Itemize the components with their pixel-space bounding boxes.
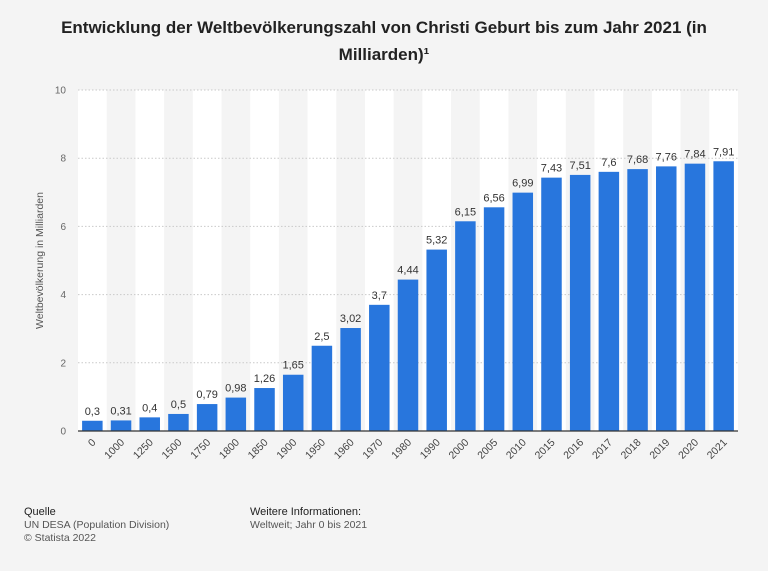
bar [569,174,591,431]
x-tick-label: 2016 [561,437,586,462]
x-tick-label: 1850 [246,437,271,462]
data-label: 7,68 [627,154,648,166]
info-heading: Weitere Informationen: [250,506,362,518]
bar [541,177,562,431]
chart-title: Entwicklung der Weltbevölkerungszahl von… [61,18,707,64]
data-label: 0,5 [171,399,186,411]
bar [713,161,734,432]
bar [598,171,620,431]
data-label: 0,98 [225,383,246,395]
data-label: 0,3 [85,406,100,418]
source-heading: Quelle [24,506,56,518]
bar [225,397,247,431]
x-tick-label: 1900 [274,437,299,462]
copyright: © Statista 2022 [24,532,96,544]
column-band [135,90,165,431]
data-label: 7,51 [569,160,590,172]
bar [455,221,476,431]
bar [340,328,361,431]
data-label: 7,84 [684,149,705,161]
x-tick-label: 1250 [131,437,156,462]
x-tick-label: 1500 [160,437,185,462]
y-tick-label: 2 [60,358,66,369]
data-label: 6,99 [512,178,533,190]
data-label: 0,79 [196,389,217,401]
data-label: 1,26 [254,373,275,385]
x-tick-label: 1980 [389,437,414,462]
data-label: 7,76 [656,151,677,163]
bar [139,417,160,431]
data-label: 6,56 [483,192,504,204]
info-block: Weitere Informationen: Weltweit; Jahr 0 … [250,506,367,532]
y-axis-title: Weltbevölkerung in Milliarden [34,192,46,329]
column-band [250,90,279,431]
y-tick-label: 8 [60,154,66,165]
bar [82,420,103,431]
x-tick-label: 0 [86,437,99,450]
data-label: 6,15 [455,206,476,218]
bar [369,304,390,431]
x-tick-label: 1990 [418,437,443,462]
bar [168,413,189,431]
x-tick-label: 1960 [332,437,357,462]
column-band [192,90,222,431]
source-block: Quelle UN DESA (Population Division) © S… [24,506,169,545]
bar [110,420,132,431]
x-tick-label: 2005 [475,437,500,462]
x-tick-label: 1970 [360,437,385,462]
data-label: 7,6 [601,157,616,169]
column-band [78,90,107,431]
x-tick-label: 2021 [705,437,730,462]
x-tick-label: 2010 [504,437,529,462]
y-tick-label: 0 [60,427,66,438]
x-tick-label: 2019 [647,437,672,462]
x-tick-label: 1950 [303,437,328,462]
bar [311,345,333,431]
x-tick-label: 1750 [188,437,213,462]
data-label: 3,02 [340,313,361,325]
x-tick-label: 1000 [102,437,127,462]
data-label: 7,43 [541,163,562,175]
bar [397,279,419,431]
data-label: 4,44 [397,265,418,277]
source-name: UN DESA (Population Division) [24,519,170,531]
data-label: 2,5 [314,331,329,343]
y-tick-label: 10 [55,86,67,97]
bar [254,388,275,431]
x-tick-label: 1800 [217,437,242,462]
bar [196,404,218,431]
bar [483,207,505,431]
data-label: 3,7 [372,290,387,302]
x-tick-label: 2015 [533,437,558,462]
y-tick-label: 4 [60,290,66,301]
data-label: 1,65 [283,360,304,372]
x-tick-label: 2020 [676,437,701,462]
data-label: 7,91 [713,146,734,158]
bar-chart: 0 2 4 6 8 10 Weltbevölkerung in Milliarden 0,3 0… [34,86,738,462]
info-text: Weltweit; Jahr 0 bis 2021 [250,519,368,531]
bar [627,169,648,431]
data-label: 0,4 [142,402,157,414]
data-label: 0,31 [110,405,131,417]
y-tick-label: 6 [60,222,66,233]
bar [656,166,677,431]
x-tick-label: 2018 [619,437,644,462]
x-tick-label: 2017 [590,437,615,462]
bar [684,163,706,431]
bar [426,249,447,431]
data-label: 5,32 [426,235,447,247]
bar [512,192,534,431]
x-tick-label: 2000 [447,437,472,462]
bar [282,374,304,431]
